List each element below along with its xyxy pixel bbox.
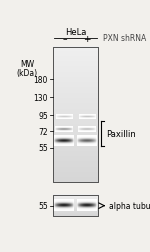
Text: HeLa: HeLa bbox=[65, 28, 86, 37]
Text: alpha tubulin: alpha tubulin bbox=[110, 201, 150, 210]
Bar bbox=[53, 48, 98, 182]
Text: 55: 55 bbox=[38, 144, 48, 153]
Bar bbox=[53, 48, 98, 182]
Bar bbox=[53, 195, 98, 216]
Text: –: – bbox=[62, 35, 67, 44]
Text: Paxillin: Paxillin bbox=[106, 130, 136, 139]
Text: 180: 180 bbox=[33, 76, 48, 85]
Text: 130: 130 bbox=[33, 93, 48, 102]
Text: 72: 72 bbox=[38, 127, 48, 136]
Text: PXN shRNA: PXN shRNA bbox=[103, 34, 146, 43]
Text: (kDa): (kDa) bbox=[16, 69, 38, 78]
Text: 55: 55 bbox=[38, 201, 48, 210]
Bar bbox=[53, 195, 98, 216]
Text: MW: MW bbox=[20, 59, 34, 68]
Text: 95: 95 bbox=[38, 111, 48, 120]
Text: +: + bbox=[83, 35, 91, 44]
